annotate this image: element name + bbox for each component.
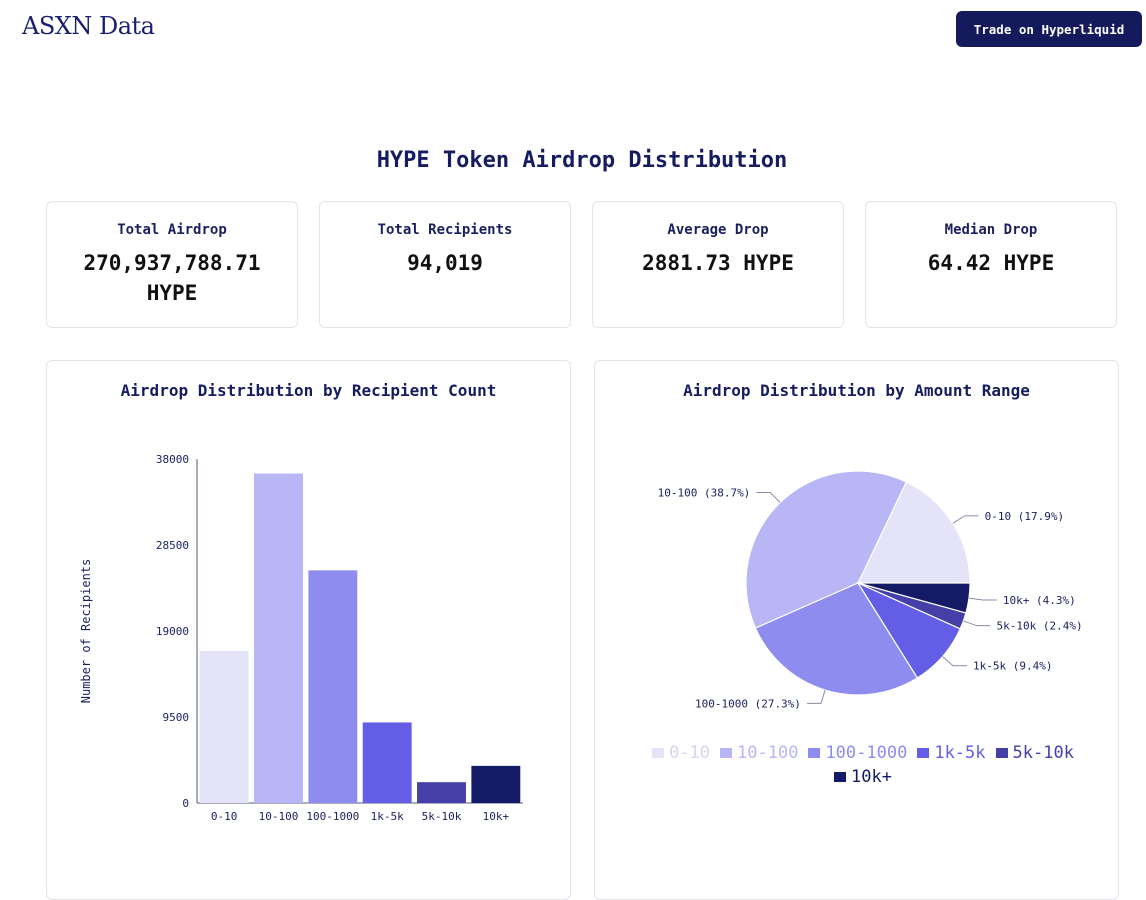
pie-slice-10-100[interactable] <box>745 470 908 629</box>
pie-label-leader <box>806 689 826 704</box>
stat-card-average-drop: Average Drop 2881.73 HYPE <box>592 201 844 328</box>
pie-slice-label: 100-1000 (27.3%) <box>695 697 801 710</box>
bar-1k-5k[interactable] <box>362 722 412 803</box>
brand-logo[interactable]: ASXN Data <box>22 12 155 40</box>
pie-chart-card: Airdrop Distribution by Amount Range 0-1… <box>594 360 1119 900</box>
stat-label: Median Drop <box>944 222 1038 238</box>
legend-swatch <box>720 748 733 758</box>
x-tick-label: 10k+ <box>483 810 510 823</box>
legend-swatch <box>995 748 1008 758</box>
y-tick-label: 9500 <box>163 711 190 724</box>
legend-swatch <box>808 748 821 758</box>
pie-label-leader <box>952 515 979 524</box>
legend-swatch <box>917 748 930 758</box>
pie-slice-0-10[interactable] <box>857 481 971 584</box>
pie-label-leader <box>963 620 991 627</box>
pie-label-leader <box>756 492 781 503</box>
stat-label: Average Drop <box>667 222 769 238</box>
legend-item-10-100[interactable]: 10-100 <box>720 741 798 765</box>
stat-value: 270,937,788.71 HYPE <box>83 251 261 305</box>
bar-0-10[interactable] <box>199 650 249 803</box>
x-tick-label: 1k-5k <box>371 810 404 823</box>
legend-label: 0-10 <box>669 743 711 763</box>
legend-swatch <box>834 772 847 782</box>
pie-legend: 0-10 10-100 100-1000 1k-5k 5k-10k 10k+ <box>635 741 1091 789</box>
legend-swatch <box>652 748 665 758</box>
pie-chart: 0-10 (17.9%) 10-100 (38.7%) 100-1000 (27.3… <box>658 470 1083 710</box>
pie-slice-label: 10-100 (38.7%) <box>658 487 751 500</box>
bar-chart-card: Airdrop Distribution by Recipient Count … <box>46 360 571 900</box>
y-tick-label: 38000 <box>156 453 189 466</box>
y-tick-label: 28500 <box>156 539 189 552</box>
x-tick-label: 100-1000 <box>306 810 359 823</box>
stat-card-total-airdrop: Total Airdrop 270,937,788.71 HYPE <box>46 201 298 328</box>
pie-chart-title: Airdrop Distribution by Amount Range <box>683 381 1030 400</box>
y-axis-label: Number of Recipients <box>79 559 93 704</box>
page-title: HYPE Token Airdrop Distribution <box>376 148 788 173</box>
bar-chart: 0 9500 19000 28500 38000 Number of Recipients… <box>79 453 523 823</box>
stat-label: Total Airdrop <box>117 222 227 238</box>
x-tick-label: 5k-10k <box>422 810 462 823</box>
pie-slice-label: 10k+ (4.3%) <box>1003 594 1076 607</box>
legend-item-100-1000[interactable]: 100-1000 <box>808 741 907 765</box>
legend-label: 10k+ <box>851 767 892 787</box>
legend-item-0-10[interactable]: 0-10 <box>652 741 710 765</box>
x-tick-label: 10-100 <box>259 810 299 823</box>
stat-label: Total Recipients <box>377 222 513 238</box>
stat-card-median-drop: Median Drop 64.42 HYPE <box>865 201 1117 328</box>
legend-label: 100-1000 <box>825 743 908 763</box>
bar-10-100[interactable] <box>254 473 303 803</box>
legend-label: 10-100 <box>737 743 799 763</box>
legend-item-1k-5k[interactable]: 1k-5k <box>917 741 986 765</box>
legend-label: 5k-10k <box>1012 743 1074 763</box>
pie-slice-label: 1k-5k (9.4%) <box>973 660 1052 673</box>
bar-100-1000[interactable] <box>308 570 358 803</box>
pie-slice-10k+[interactable] <box>857 582 971 614</box>
pie-slice-label: 0-10 (17.9%) <box>985 510 1064 523</box>
x-tick-label: 0-10 <box>211 810 238 823</box>
stat-card-total-recipients: Total Recipients 94,019 <box>319 201 571 328</box>
y-tick-label: 0 <box>182 797 189 810</box>
stat-value: 94,019 <box>407 251 483 275</box>
pie-label-leader <box>968 597 997 601</box>
legend-label: 1k-5k <box>934 743 986 763</box>
legend-item-5k-10k[interactable]: 5k-10k <box>995 741 1074 765</box>
stat-value: 2881.73 HYPE <box>642 251 794 275</box>
bar-10k+[interactable] <box>471 765 521 803</box>
bar-5k-10k[interactable] <box>417 782 466 803</box>
stat-value: 64.42 HYPE <box>927 251 1055 275</box>
pie-slice-label: 5k-10k (2.4%) <box>997 620 1083 633</box>
bar-chart-title: Airdrop Distribution by Recipient Count <box>120 381 497 400</box>
trade-on-hyperliquid-button[interactable]: Trade on Hyperliquid <box>956 11 1142 47</box>
y-tick-label: 19000 <box>156 625 189 638</box>
pie-label-leader <box>942 656 968 667</box>
legend-item-10k+[interactable]: 10k+ <box>834 765 892 789</box>
